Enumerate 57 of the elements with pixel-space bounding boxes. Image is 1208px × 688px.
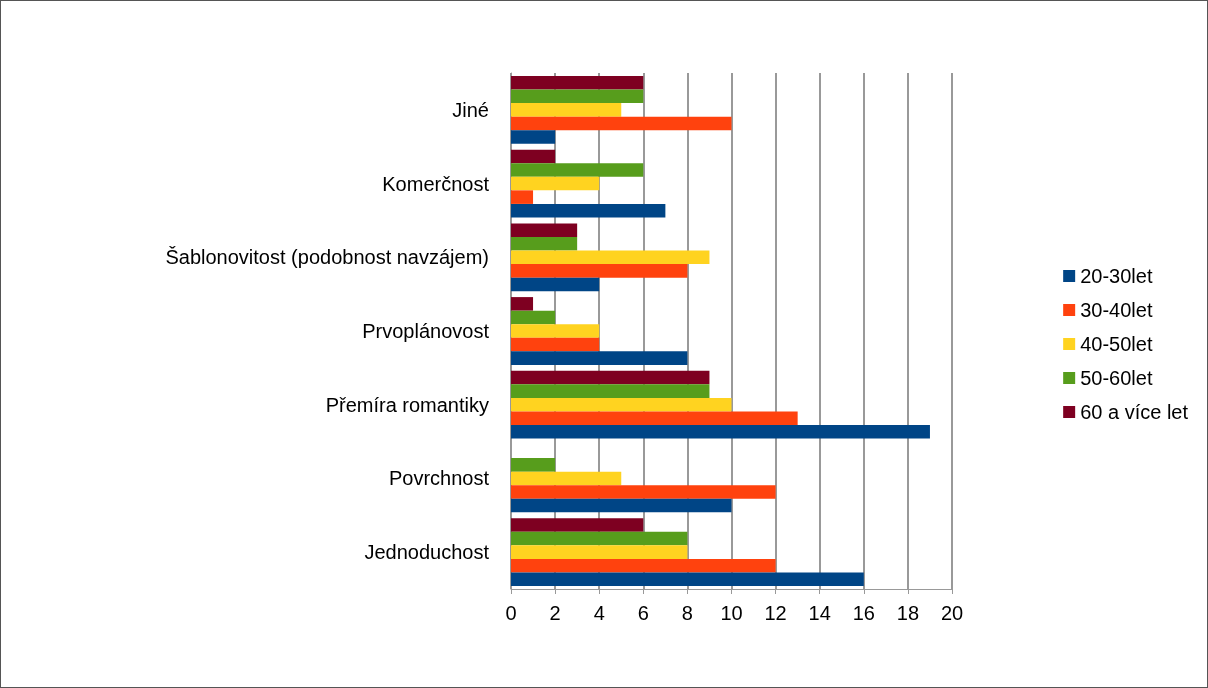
legend-label: 60 a více let bbox=[1080, 401, 1189, 423]
y-tick-label: Povrchnost bbox=[388, 467, 490, 490]
legend-label: 40-50let bbox=[1080, 333, 1153, 355]
y-tick-label: Šablonovitost (podobnost navzájem) bbox=[165, 246, 489, 269]
bar bbox=[511, 203, 666, 218]
bar bbox=[511, 324, 600, 338]
bar bbox=[511, 397, 732, 412]
bar bbox=[511, 89, 644, 104]
bar bbox=[511, 572, 864, 587]
bar bbox=[511, 384, 710, 398]
bar bbox=[511, 518, 644, 532]
x-tick-label: 10 bbox=[720, 602, 743, 624]
bar bbox=[511, 223, 578, 237]
bar bbox=[511, 411, 798, 426]
legend-label: 20-30let bbox=[1080, 265, 1153, 287]
y-tick-label: Přemíra romantiky bbox=[325, 393, 489, 416]
bar bbox=[511, 545, 688, 559]
x-tick-label: 4 bbox=[593, 602, 605, 624]
bar bbox=[511, 264, 688, 278]
x-tick-label: 0 bbox=[505, 602, 517, 624]
x-tick-label: 14 bbox=[808, 602, 831, 624]
x-tick-label: 8 bbox=[681, 602, 693, 624]
bar bbox=[511, 190, 534, 204]
bar bbox=[511, 277, 600, 292]
bar bbox=[511, 163, 644, 177]
x-tick-label: 16 bbox=[852, 602, 875, 624]
x-tick-label: 18 bbox=[896, 602, 920, 624]
bar bbox=[511, 149, 556, 164]
y-tick-label: Jednoduchost bbox=[364, 541, 490, 564]
bar bbox=[511, 458, 556, 472]
legend-label: 30-40let bbox=[1080, 299, 1153, 321]
bar bbox=[511, 370, 710, 385]
bar bbox=[511, 236, 578, 251]
bar bbox=[511, 425, 930, 439]
bar bbox=[511, 75, 644, 90]
bar bbox=[511, 116, 732, 131]
bar bbox=[511, 103, 622, 117]
bar bbox=[511, 337, 600, 352]
x-tick-label: 2 bbox=[549, 602, 561, 624]
bar bbox=[511, 498, 732, 513]
bar bbox=[511, 558, 776, 573]
bar bbox=[511, 485, 776, 499]
x-tick-label: 12 bbox=[764, 602, 787, 624]
bar bbox=[511, 297, 534, 311]
bar bbox=[511, 351, 688, 365]
y-tick-label: Prvoplánovost bbox=[362, 320, 490, 342]
bar bbox=[511, 471, 622, 486]
bar bbox=[511, 176, 600, 191]
bar bbox=[511, 531, 688, 546]
bar bbox=[511, 130, 556, 144]
y-tick-label: Komerčnost bbox=[382, 172, 490, 195]
x-tick-label: 6 bbox=[637, 602, 649, 624]
legend-label: 50-60let bbox=[1080, 367, 1153, 389]
bar bbox=[511, 250, 710, 265]
y-tick-label: Jiné bbox=[452, 98, 489, 121]
x-tick-label: 20 bbox=[940, 602, 964, 624]
bar bbox=[511, 310, 556, 325]
